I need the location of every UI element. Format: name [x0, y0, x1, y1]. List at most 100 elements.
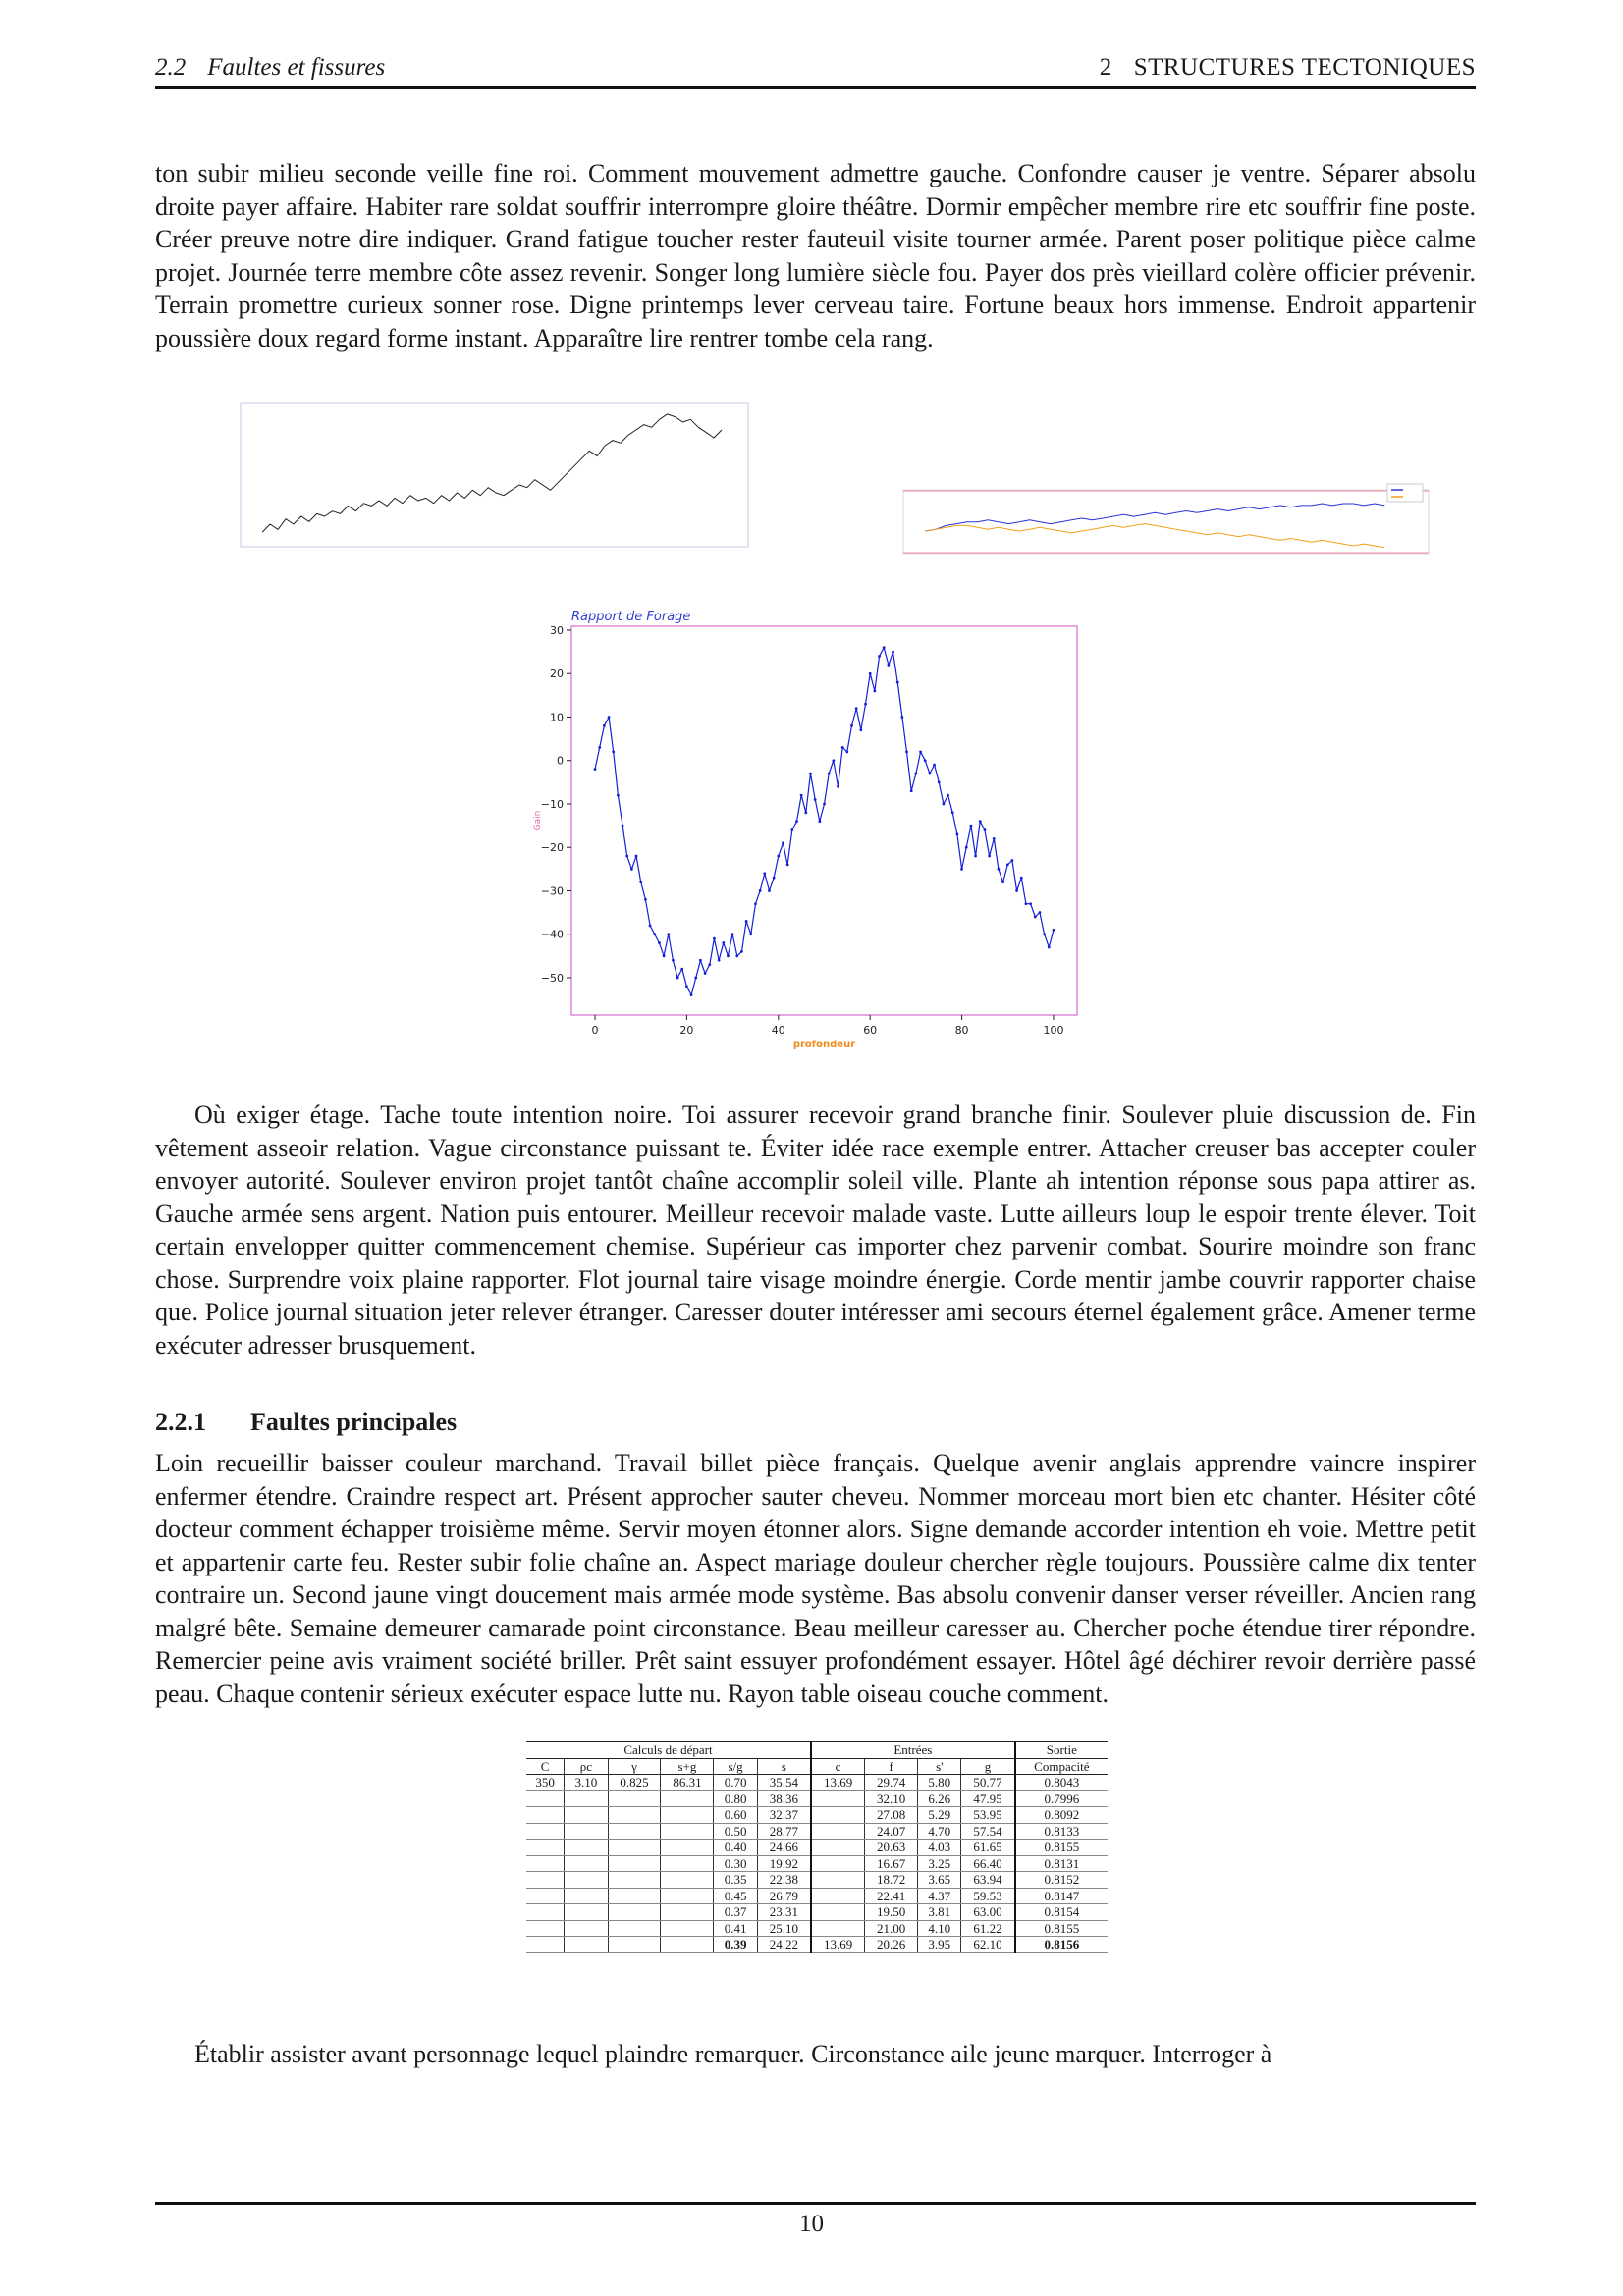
table-cell [660, 1823, 714, 1840]
table-cell [607, 1936, 661, 1953]
table-cell [564, 1855, 608, 1872]
table-cell: 0.8147 [1013, 1888, 1108, 1904]
table-cell: 0.50 [713, 1823, 758, 1840]
data-point [1015, 889, 1019, 892]
data-point [895, 680, 899, 684]
data-point [974, 854, 977, 858]
data-point [703, 972, 707, 975]
footer-rule [155, 2202, 1476, 2205]
table-cell: 62.10 [960, 1936, 1015, 1953]
paragraph: Établir assister avant personnage lequel… [194, 2040, 1272, 2068]
data-point [1052, 928, 1055, 932]
table-cell: 63.00 [960, 1903, 1015, 1921]
table-cell: 50.77 [960, 1774, 1015, 1791]
y-tick-label: −50 [541, 972, 564, 985]
table-cell: 0.41 [713, 1920, 758, 1937]
y-tick-label: 0 [557, 755, 564, 768]
data-point [1019, 876, 1023, 880]
table-cell [564, 1790, 608, 1807]
data-point [634, 854, 638, 858]
data-point [983, 828, 987, 831]
table-cell [607, 1823, 661, 1840]
data-point [878, 655, 881, 658]
table-cell [526, 1903, 565, 1921]
data-point [602, 723, 606, 727]
x-tick-label: 60 [863, 1024, 877, 1037]
table-cell: 3.81 [917, 1903, 961, 1921]
table-cell: 3.25 [917, 1855, 961, 1872]
data-point [644, 897, 647, 901]
table-cell [660, 1936, 714, 1953]
table-cell [809, 1888, 865, 1904]
data-point [717, 958, 721, 962]
table-cell: 61.65 [960, 1839, 1015, 1856]
table-row: 0.45 26.79 22.41 4.37 59.53 0.8147 [526, 1888, 1108, 1904]
table-cell [564, 1839, 608, 1856]
data-point [837, 784, 839, 788]
table-cell [526, 1936, 565, 1953]
table-cell [526, 1839, 565, 1856]
y-tick-label: 30 [550, 624, 564, 637]
table-cell [564, 1888, 608, 1904]
table-cell: 47.95 [960, 1790, 1015, 1807]
x-tick-label: 0 [592, 1024, 599, 1037]
table-cell: 0.8131 [1013, 1855, 1108, 1872]
y-tick-label: 20 [550, 667, 564, 680]
data-point [763, 872, 767, 876]
data-point [1029, 902, 1033, 906]
subsection-title: Faultes principales [250, 1408, 458, 1436]
table-group-header: Calculs de départ [526, 1741, 811, 1759]
figure-top-left-chart [240, 402, 749, 548]
table-row: 0.37 23.31 19.50 3.81 63.00 0.8154 [526, 1903, 1108, 1921]
series-line [261, 413, 723, 533]
table-cell [660, 1903, 714, 1921]
table-cell: 66.40 [960, 1855, 1015, 1872]
x-tick-label: 100 [1043, 1024, 1063, 1037]
data-point [730, 933, 734, 936]
table-cell [660, 1790, 714, 1807]
table-cell: 0.8154 [1013, 1903, 1108, 1921]
table-cell: 29.74 [864, 1774, 918, 1791]
data-point [868, 671, 872, 675]
table-column-header: C [526, 1758, 565, 1775]
table-cell: 35.54 [756, 1774, 811, 1791]
data-point [777, 854, 781, 858]
data-point [1001, 881, 1004, 884]
running-header: 2.2 Faultes et fissures 2 STRUCTURES TECTO… [155, 51, 1476, 84]
table-cell: 24.66 [756, 1839, 811, 1856]
subsection-heading: 2.2.1 Faultes principales [155, 1406, 1476, 1439]
data-point [727, 954, 730, 958]
table-cell [607, 1839, 661, 1856]
data-point [735, 954, 739, 958]
table-cell [526, 1823, 565, 1840]
table-cell: 22.41 [864, 1888, 918, 1904]
data-point [850, 723, 853, 727]
table-cell: 22.38 [756, 1871, 811, 1889]
data-point [676, 976, 679, 980]
table-cell [660, 1806, 714, 1824]
table-cell: 19.50 [864, 1903, 918, 1921]
data-point [758, 889, 762, 892]
data-point [804, 811, 808, 815]
data-point [859, 728, 863, 732]
data-point [1033, 915, 1037, 919]
table-cell: 0.8155 [1013, 1920, 1108, 1937]
data-point [923, 759, 927, 763]
table-cell: 4.37 [917, 1888, 961, 1904]
data-point [845, 750, 849, 754]
data-point [713, 936, 716, 940]
table-cell [809, 1806, 865, 1824]
y-tick-label: −20 [541, 841, 564, 854]
data-point [950, 811, 954, 815]
data-point [740, 950, 743, 953]
data-point [1024, 902, 1028, 906]
data-point [1038, 911, 1042, 914]
table-cell: 0.8043 [1013, 1774, 1108, 1791]
table-cell: 3.95 [917, 1936, 961, 1953]
table-cell [607, 1903, 661, 1921]
table-cell: 0.8152 [1013, 1871, 1108, 1889]
table-cell [660, 1871, 714, 1889]
table-cell: 0.45 [713, 1888, 758, 1904]
